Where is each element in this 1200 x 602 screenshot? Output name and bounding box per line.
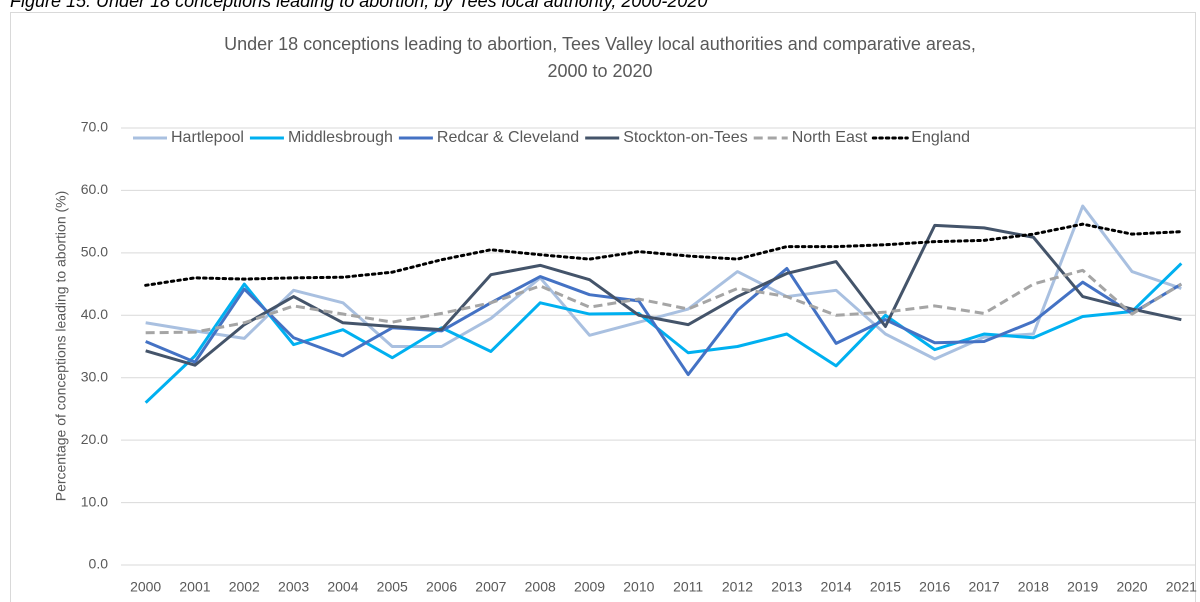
- x-tick-label: 2006: [426, 579, 457, 595]
- y-tick-label: 50.0: [81, 244, 108, 260]
- x-tick-label: 2000: [130, 579, 161, 595]
- x-tick-label: 2013: [771, 579, 802, 595]
- legend-label: England: [911, 129, 970, 146]
- y-tick-label: 60.0: [81, 181, 108, 197]
- y-tick-label: 0.0: [89, 556, 109, 572]
- x-tick-label: 2005: [377, 579, 408, 595]
- x-tick-label: 2020: [1116, 579, 1147, 595]
- series-line: [144, 222, 1183, 287]
- series-line: [145, 266, 1183, 377]
- y-tick-label: 40.0: [81, 306, 108, 322]
- x-tick-label: 2008: [525, 579, 556, 595]
- legend-label: Stockton-on-Tees: [623, 129, 748, 146]
- series-line: [144, 262, 1183, 404]
- x-tick-label: 2014: [821, 579, 852, 595]
- chart-title: 2000 to 2020: [547, 61, 652, 81]
- legend-label: Hartlepool: [171, 129, 244, 146]
- x-tick-label: 2010: [623, 579, 654, 595]
- legend-label: Redcar & Cleveland: [437, 129, 579, 146]
- y-tick-label: 70.0: [81, 119, 108, 135]
- x-tick-label: 2001: [179, 579, 210, 595]
- x-tick-label: 2004: [327, 579, 358, 595]
- y-tick-label: 10.0: [81, 493, 108, 509]
- x-tick-label: 2017: [968, 579, 999, 595]
- x-tick-label: 2021: [1166, 579, 1197, 595]
- x-tick-label: 2019: [1067, 579, 1098, 595]
- x-tick-label: 2003: [278, 579, 309, 595]
- legend-label: North East: [792, 129, 868, 146]
- x-tick-label: 2018: [1018, 579, 1049, 595]
- y-tick-label: 20.0: [81, 431, 108, 447]
- x-tick-label: 2012: [722, 579, 753, 595]
- series-line: [145, 223, 1182, 367]
- x-tick-label: 2016: [919, 579, 950, 595]
- x-tick-label: 2002: [229, 579, 260, 595]
- figure-caption: Figure 15: Under 18 conceptions leading …: [10, 0, 707, 11]
- x-tick-label: 2009: [574, 579, 605, 595]
- y-axis-label: Percentage of conceptions leading to abo…: [53, 191, 69, 502]
- series-line: [145, 268, 1183, 335]
- x-tick-label: 2015: [870, 579, 901, 595]
- x-tick-label: 2011: [673, 579, 703, 595]
- x-tick-label: 2007: [475, 579, 506, 595]
- legend-label: Middlesbrough: [288, 129, 393, 146]
- y-tick-label: 30.0: [81, 368, 108, 384]
- chart-frame: [10, 12, 1196, 602]
- chart-title: Under 18 conceptions leading to abortion…: [224, 34, 976, 54]
